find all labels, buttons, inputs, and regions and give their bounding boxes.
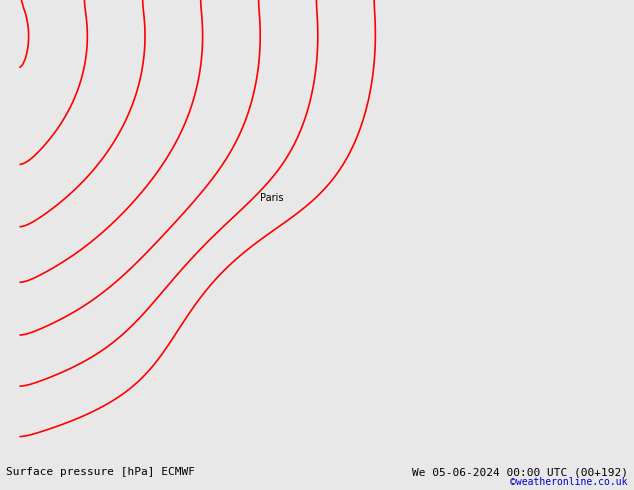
Text: Surface pressure [hPa] ECMWF: Surface pressure [hPa] ECMWF (6, 467, 195, 477)
Text: Paris: Paris (260, 193, 283, 203)
Text: ©weatheronline.co.uk: ©weatheronline.co.uk (510, 477, 628, 487)
Text: We 05-06-2024 00:00 UTC (00+192): We 05-06-2024 00:00 UTC (00+192) (411, 467, 628, 477)
